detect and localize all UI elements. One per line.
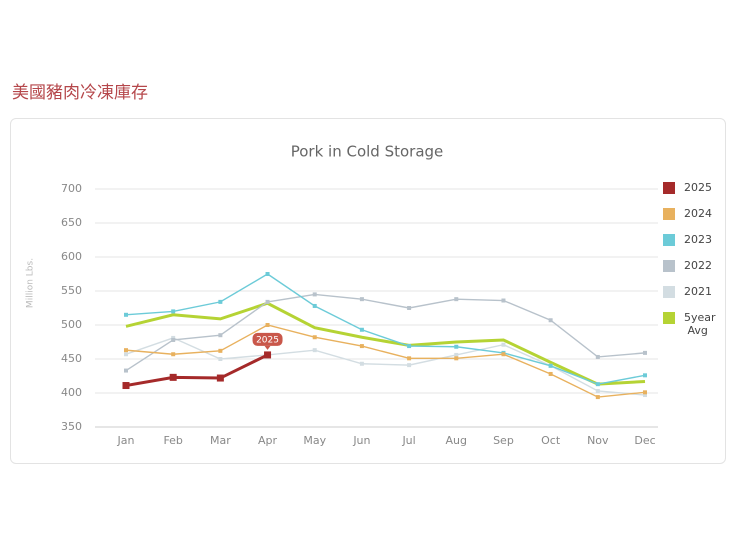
x-tick-label: Jul [401,434,415,447]
point [359,297,364,302]
point [312,303,317,308]
point [643,390,647,395]
point [501,352,506,357]
point [218,333,223,338]
point [595,354,600,359]
point [643,350,647,355]
point [454,297,459,302]
point [643,393,647,398]
point [218,357,223,361]
legend-label: 2023 [684,233,712,246]
point [122,382,130,390]
chart-title: Pork in Cold Storage [291,143,444,161]
point [124,312,128,317]
point [169,373,177,381]
point [359,361,364,366]
point [595,395,600,400]
point [218,299,223,304]
series-line [125,273,646,385]
legend-swatch [663,260,675,272]
tooltip-pointer [264,345,271,350]
y-tick-label: 700 [61,182,82,195]
x-tick-label: Jan [117,434,135,447]
y-tick-label: 600 [61,250,82,263]
point [595,388,600,393]
heading: 美國豬肉冷凍庫存 [12,83,148,103]
legend-label: 2021 [684,285,712,298]
point [407,356,412,361]
x-tick-label: Mar [210,434,231,447]
point [171,309,176,314]
x-tick-label: Nov [587,434,609,447]
y-tick-label: 550 [61,284,82,297]
point [501,298,506,303]
legend-label: 5year Avg [684,311,716,337]
point [265,272,270,276]
point [548,371,553,376]
tooltip-label: 2025 [256,335,279,345]
legend-label: 2022 [684,259,712,272]
x-tick-label: May [303,434,326,447]
legend-label: 2025 [684,181,712,194]
point [171,337,176,342]
x-tick-label: Feb [163,434,182,447]
legend-swatch [663,182,675,194]
point [264,351,272,359]
x-tick-label: Jun [352,434,370,447]
series-line [125,324,646,398]
point [218,348,223,353]
y-axis-label: Million Lbs. [26,258,36,308]
point [548,363,553,368]
card [10,118,726,464]
point [265,299,270,304]
point [312,348,317,353]
point [265,323,270,327]
y-tick-label: 450 [61,352,82,365]
series-line [125,337,646,396]
legend-label-line: 5year [684,311,716,324]
x-tick-label: Aug [446,434,467,447]
x-tick-label: Sep [493,434,514,447]
legend-swatch [663,208,675,220]
point [643,373,647,378]
point [407,363,412,368]
point [407,344,412,349]
point [501,342,506,347]
point [454,356,459,361]
point [312,292,317,297]
point [124,368,128,373]
tooltip-box [252,332,283,346]
legend-label: 2024 [684,207,712,220]
point [407,306,412,310]
point [216,374,224,382]
point [124,348,128,353]
y-tick-label: 500 [61,318,82,331]
x-tick-label: Apr [258,434,278,447]
series-line [125,353,269,387]
point [548,318,553,323]
series-line [125,293,646,372]
point [454,344,459,349]
point [359,327,364,332]
y-tick-label: 650 [61,216,82,229]
x-tick-label: Oct [541,434,561,447]
point [171,352,176,357]
point [454,352,459,357]
point [359,344,364,349]
point [312,335,317,340]
series-line [125,301,646,386]
point [124,352,128,357]
legend-swatch [663,312,675,324]
legend-swatch [663,234,675,246]
y-tick-label: 350 [61,420,82,433]
legend-label-line: Avg [684,324,708,337]
x-tick-label: Dec [634,434,655,447]
point [595,382,600,387]
y-tick-label: 400 [61,386,82,399]
point [171,335,176,340]
legend-swatch [663,286,675,298]
